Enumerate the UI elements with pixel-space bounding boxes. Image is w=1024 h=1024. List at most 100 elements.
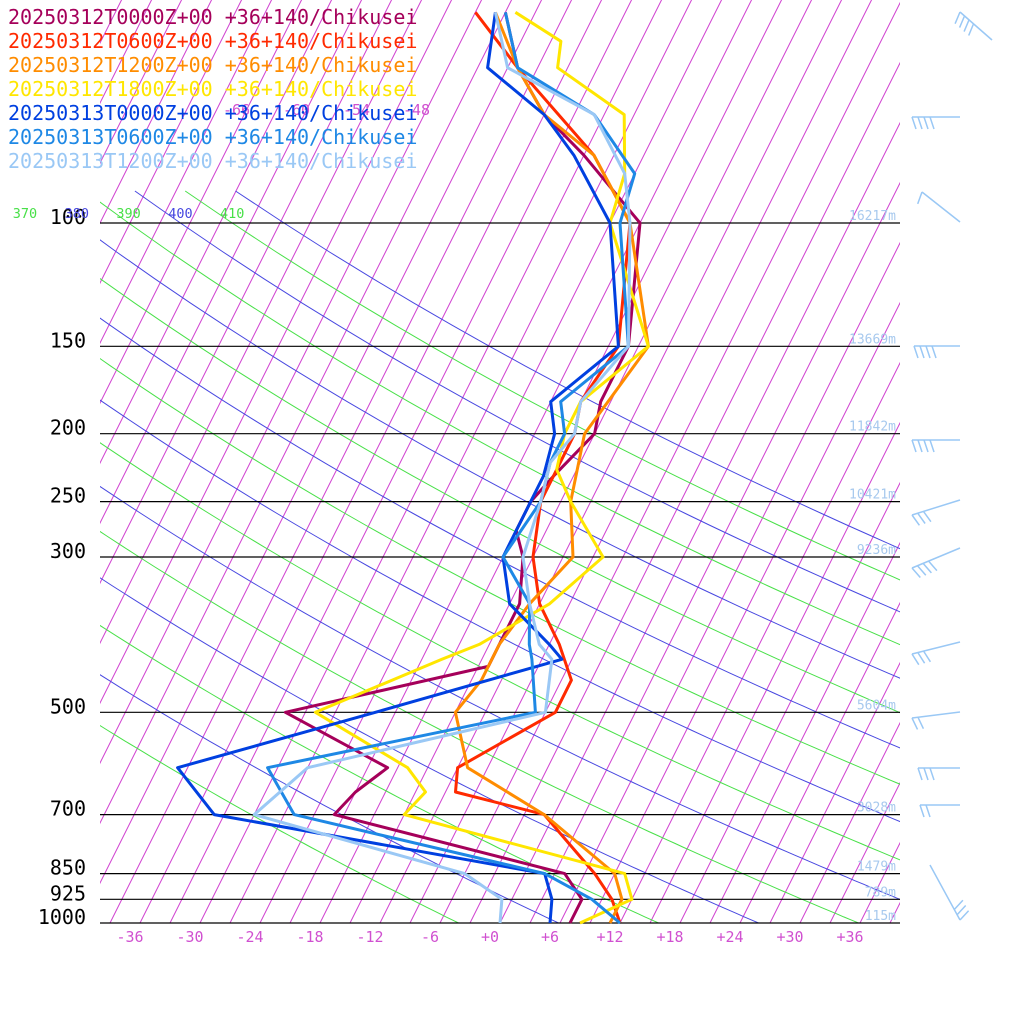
- wind-barb: [911, 641, 961, 666]
- wind-barb: [917, 767, 960, 781]
- isotherm-line: [100, 0, 483, 765]
- temperature-tick: -18: [296, 928, 323, 946]
- isotherm-line: [100, 0, 333, 465]
- dry-adiabat: [100, 442, 900, 861]
- legend-entry: 20250312T0000Z+00 +36+140/Chikusei: [8, 5, 417, 29]
- pressure-label: 500: [50, 694, 86, 718]
- isotherm-line: [649, 421, 900, 923]
- height-label: 115m: [865, 909, 896, 924]
- isotherm-line: [100, 0, 213, 225]
- isotherm-line: [619, 361, 900, 923]
- temperature-tick: +6: [541, 928, 559, 946]
- isotherm-line: [100, 0, 363, 525]
- wind-barb: [916, 191, 961, 223]
- temperature-tick: +30: [776, 928, 803, 946]
- upper-isotherm-label: -60: [283, 101, 310, 119]
- wind-barb: [911, 499, 961, 526]
- isotherm-line: [799, 721, 900, 923]
- legend-entry: 20250312T1800Z+00 +36+140/Chikusei: [8, 77, 417, 101]
- height-label: 10421m: [849, 488, 896, 503]
- isotherm-line: [139, 0, 603, 923]
- isotherm-line: [100, 0, 423, 645]
- isotherm-line: [679, 481, 900, 923]
- isotherm-line: [100, 0, 393, 585]
- dry-adiabat: [100, 277, 900, 714]
- pressure-label: 1000: [38, 905, 86, 929]
- isotherm-line: [859, 841, 900, 923]
- temperature-profiles: [176, 11, 650, 925]
- legend-entry: 20250312T0600Z+00 +36+140/Chikusei: [8, 29, 417, 53]
- profile-line: [252, 11, 632, 924]
- height-label: 9236m: [857, 543, 896, 558]
- isotherm-line: [100, 0, 153, 105]
- isotherm-line: [439, 1, 900, 923]
- isotherm-line: [739, 601, 900, 923]
- isotherm-line: [100, 0, 453, 705]
- legend: 20250312T0000Z+00 +36+140/Chikusei202503…: [8, 5, 417, 173]
- temperature-tick: -24: [236, 928, 263, 946]
- dry-adiabat: [184, 190, 900, 581]
- isotherm-line: [709, 541, 900, 923]
- dry-adiabat: [100, 239, 900, 679]
- pressure-label: 700: [50, 797, 86, 821]
- isotherm-line: [199, 0, 663, 923]
- height-label: 5604m: [857, 698, 896, 713]
- isotherm-line: [100, 0, 543, 885]
- dry-adiabat: [235, 190, 900, 550]
- temperature-tick: +24: [716, 928, 743, 946]
- temperature-tick: -6: [421, 928, 439, 946]
- isotherm-line: [100, 0, 303, 405]
- temperature-tick: -12: [356, 928, 383, 946]
- legend-entry: 20250313T1200Z+00 +36+140/Chikusei: [8, 149, 417, 173]
- isotherm-line: [379, 0, 843, 923]
- legend-entry: 20250313T0000Z+00 +36+140/Chikusei: [8, 101, 417, 125]
- profile-line: [453, 11, 650, 924]
- profile-line: [313, 11, 650, 925]
- temperature-tick: +12: [596, 928, 623, 946]
- wind-barb: [954, 11, 993, 41]
- isotherm-line: [100, 0, 123, 45]
- temperature-tick: +36: [836, 928, 863, 946]
- temperature-tick: +0: [481, 928, 499, 946]
- isotherm-line: [229, 0, 693, 923]
- upper-isotherm-label: -66: [223, 101, 250, 119]
- height-label: 3028m: [857, 801, 896, 816]
- height-label: 13669m: [849, 332, 896, 347]
- isotherm-line: [100, 0, 183, 165]
- temperature-tick: -36: [116, 928, 143, 946]
- temperature-tick: -30: [176, 928, 203, 946]
- theta-label: 380: [65, 206, 89, 222]
- isotherm-line: [559, 241, 900, 923]
- pressure-label: 100: [50, 205, 86, 229]
- wind-barb: [911, 116, 960, 130]
- pressure-label: 850: [50, 856, 86, 880]
- isotherm-line: [829, 781, 900, 923]
- isotherm-line: [409, 0, 873, 923]
- profile-line: [266, 11, 637, 925]
- isotherm-line: [769, 661, 900, 923]
- isobar-lines: [100, 222, 900, 924]
- wind-barb: [911, 711, 961, 730]
- isotherm-line: [100, 0, 243, 285]
- theta-labels: 310320330340350360370380390400410: [13, 206, 245, 222]
- pressure-label: 200: [50, 416, 86, 440]
- height-label: 789m: [865, 885, 896, 900]
- height-label: 1479m: [857, 860, 896, 875]
- isotherm-line: [469, 61, 900, 923]
- legend-entry: 20250313T0600Z+00 +36+140/Chikusei: [8, 125, 417, 149]
- legend-entry: 20250312T1200Z+00 +36+140/Chikusei: [8, 53, 417, 77]
- pressure-label: 250: [50, 484, 86, 508]
- wind-barb: [929, 864, 970, 921]
- wind-barb: [913, 345, 960, 359]
- isotherm-line: [889, 901, 900, 923]
- profile-line: [176, 12, 620, 924]
- isotherm-line: [529, 181, 900, 923]
- pressure-label: 300: [50, 539, 86, 563]
- dry-adiabat: [134, 190, 900, 613]
- pressure-label: 150: [50, 328, 86, 352]
- upper-isotherm-labels: -66 -60 -54 -48: [223, 101, 430, 119]
- wind-barb: [911, 547, 961, 578]
- height-label: 11842m: [849, 420, 896, 435]
